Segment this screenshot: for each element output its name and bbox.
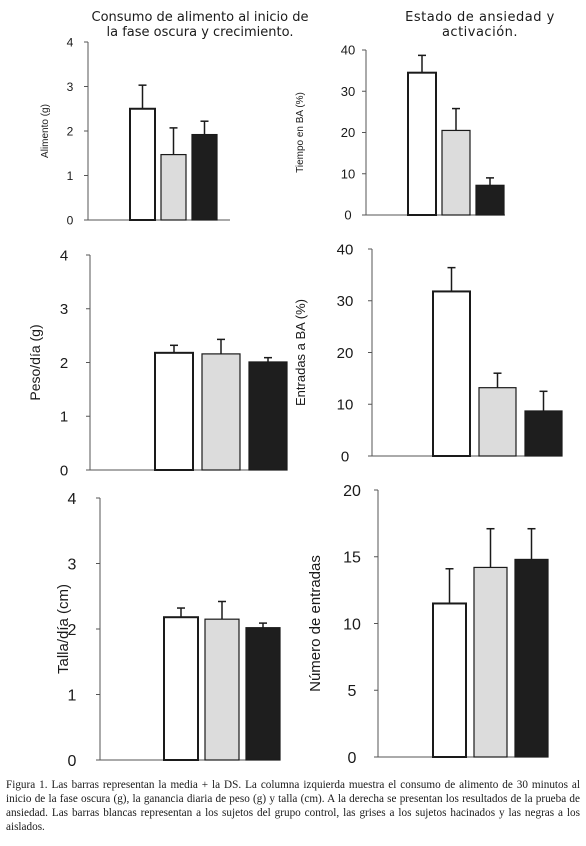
bar — [478, 387, 517, 457]
y-tick-label: 5 — [348, 683, 357, 700]
y-tick-label: 10 — [343, 616, 361, 633]
y-tick-label: 0 — [60, 462, 68, 479]
bar — [524, 410, 563, 457]
y-tick-label: 2 — [67, 124, 74, 138]
bar — [432, 290, 471, 457]
y-tick-label: 0 — [344, 208, 351, 223]
bar — [163, 616, 199, 762]
bar — [191, 133, 218, 221]
y-tick-label: 15 — [343, 550, 361, 567]
y-tick-label: 1 — [67, 169, 74, 183]
y-axis-label: Talla/día (cm) — [55, 584, 72, 674]
y-tick-label: 4 — [68, 491, 77, 508]
right-column-title: Estado de ansiedad y activación. — [405, 10, 555, 40]
bar — [475, 184, 505, 216]
bar — [407, 71, 437, 216]
y-tick-label: 4 — [67, 35, 74, 49]
left-column-title: Consumo de alimento al inicio de la fase… — [91, 10, 309, 40]
y-tick-label: 0 — [68, 753, 77, 770]
figure-caption: Figura 1. Las barras representan la medi… — [6, 779, 580, 833]
bar — [129, 107, 156, 221]
bar — [201, 353, 241, 471]
y-tick-label: 2 — [68, 622, 77, 639]
y-axis-label: Entradas a BA (%) — [293, 299, 308, 406]
bar — [160, 153, 187, 221]
bar — [204, 618, 240, 761]
y-tick-label: 3 — [67, 80, 74, 94]
y-axis-label: Tiempo en BA (%) — [295, 92, 306, 173]
y-tick-label: 0 — [341, 448, 349, 465]
y-tick-label: 40 — [337, 241, 354, 258]
y-tick-label: 20 — [337, 345, 354, 362]
y-axis-label: Número de entradas — [307, 555, 324, 692]
y-axis-label: Alimento (g) — [40, 104, 51, 158]
y-tick-label: 40 — [341, 43, 355, 58]
y-tick-label: 20 — [341, 125, 355, 140]
y-tick-label: 0 — [67, 213, 74, 227]
y-tick-label: 3 — [68, 556, 77, 573]
y-tick-label: 3 — [60, 301, 68, 318]
y-tick-label: 30 — [337, 293, 354, 310]
y-tick-label: 2 — [60, 355, 68, 372]
bar — [154, 351, 194, 472]
bar — [248, 361, 288, 471]
bar — [432, 602, 467, 758]
y-tick-label: 10 — [341, 166, 355, 181]
y-tick-label: 4 — [60, 247, 68, 264]
bar — [514, 558, 549, 758]
y-axis-label: Peso/día (g) — [27, 324, 43, 400]
bar — [245, 627, 281, 761]
y-tick-label: 10 — [337, 397, 354, 414]
bar — [441, 129, 471, 216]
bar — [473, 566, 508, 758]
y-tick-label: 0 — [348, 750, 357, 767]
y-tick-label: 1 — [60, 409, 68, 426]
y-tick-label: 1 — [68, 687, 77, 704]
y-tick-label: 30 — [341, 84, 355, 99]
y-tick-label: 20 — [343, 483, 361, 500]
